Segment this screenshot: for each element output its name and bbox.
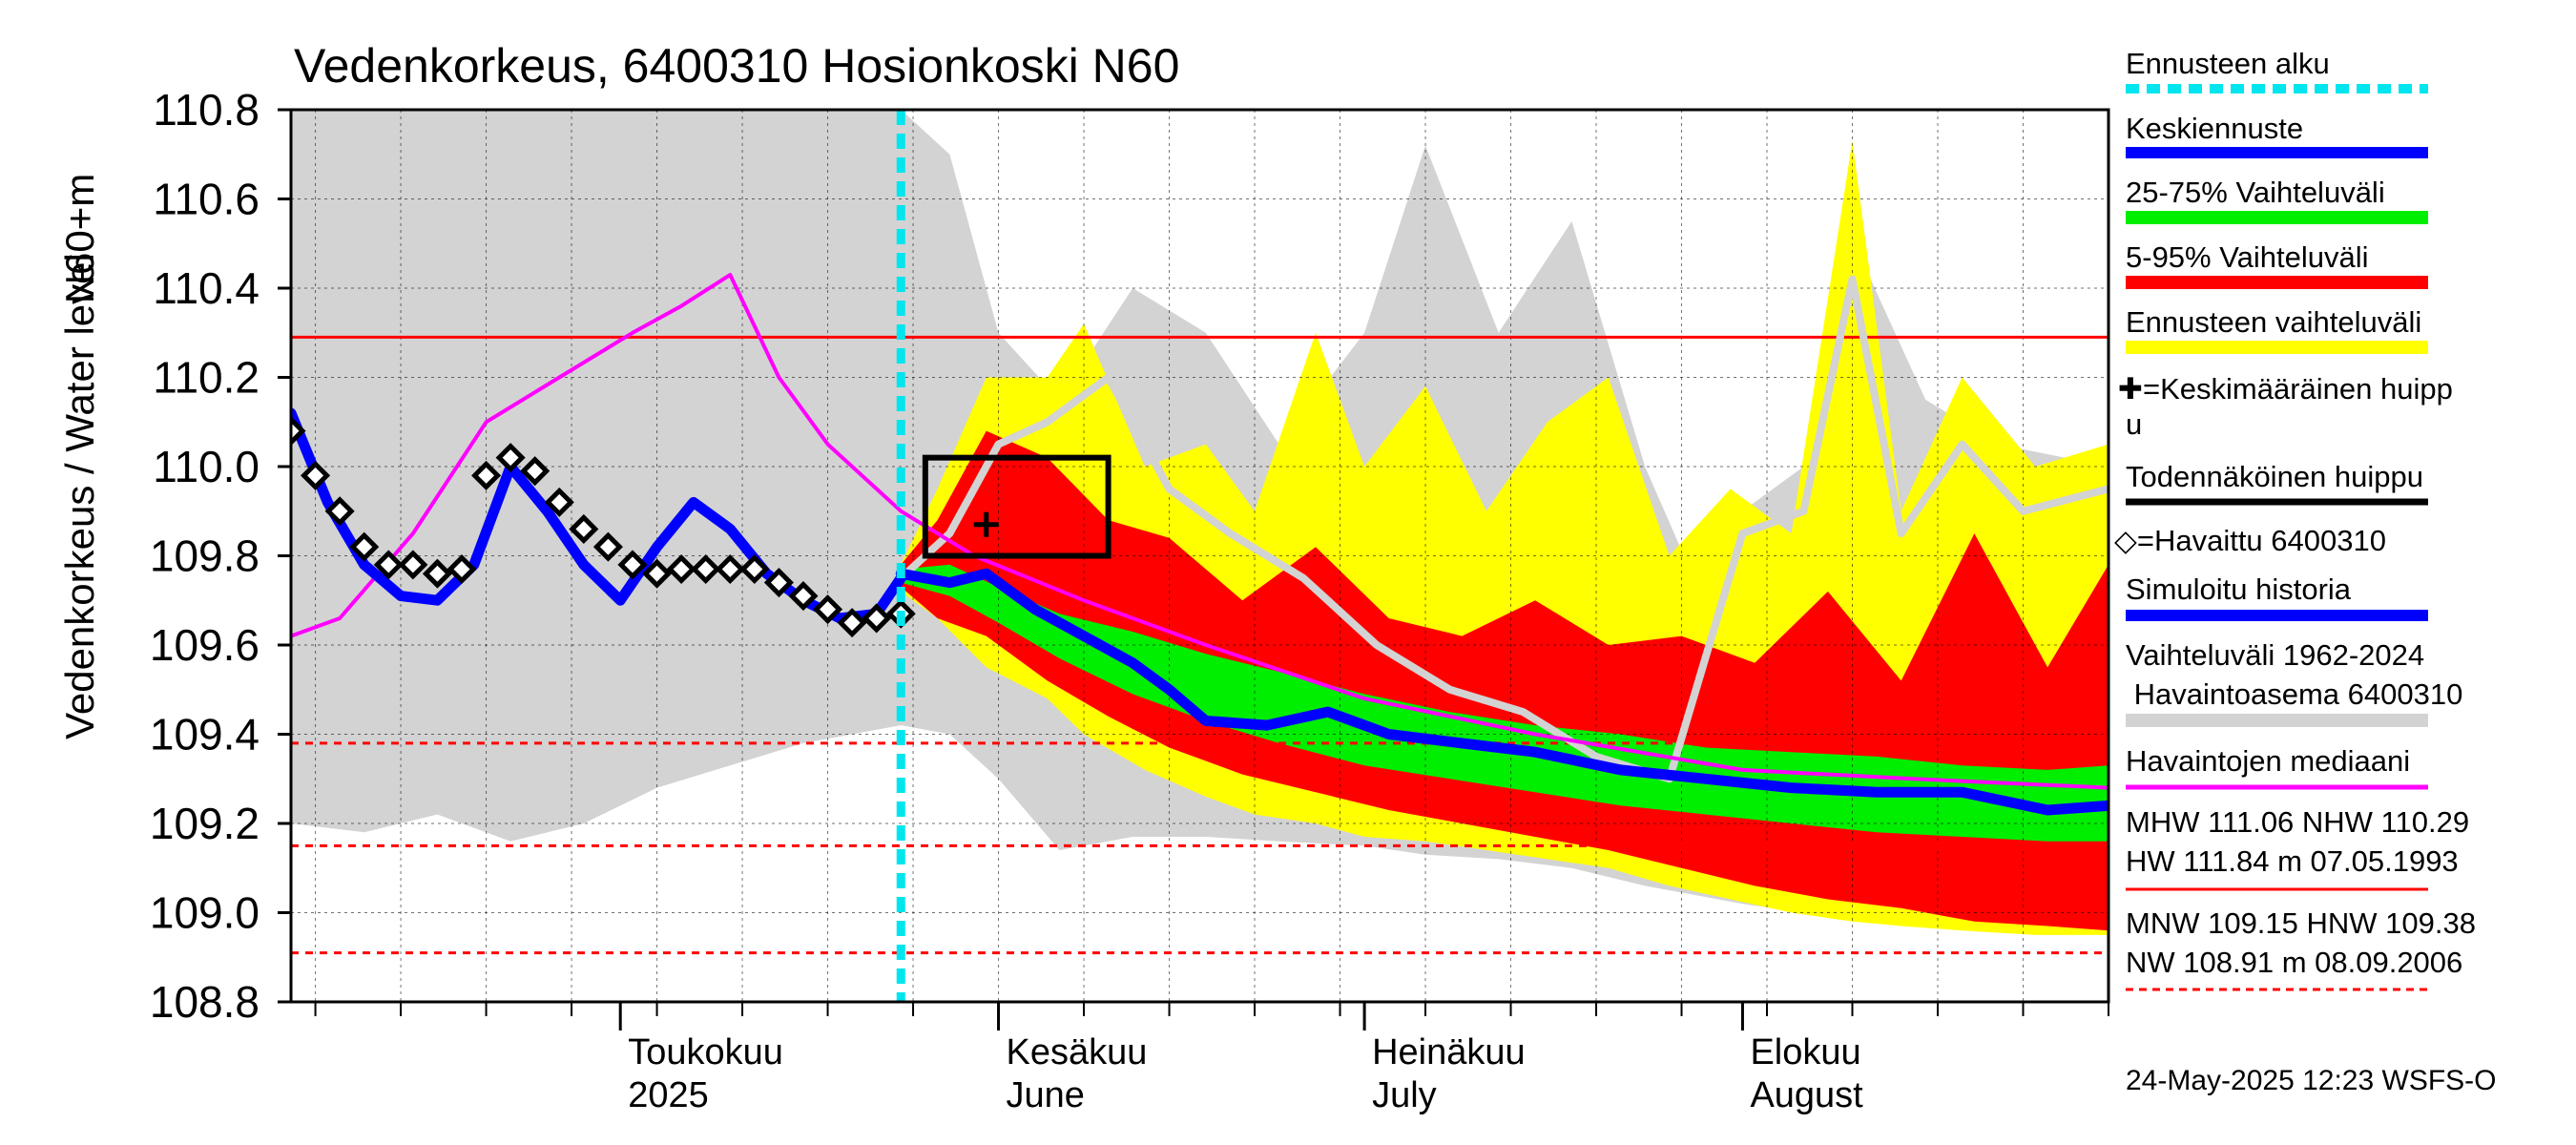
x-month-label: Kesäkuu — [1007, 1032, 1148, 1072]
observed-point — [324, 496, 355, 527]
x-month-label: Heinäkuu — [1372, 1032, 1526, 1072]
y-tick-label: 109.6 — [150, 620, 260, 670]
observed-point — [788, 581, 819, 612]
legend-stats-high: MHW 111.06 NHW 110.29 — [2126, 805, 2469, 839]
y-tick-label: 109.4 — [150, 710, 260, 760]
y-axis-label: Vedenkorkeus / Water level — [57, 253, 102, 739]
legend-stats-hw: HW 111.84 m 07.05.1993 — [2126, 844, 2459, 878]
y-tick-label: 110.2 — [153, 353, 260, 403]
legend-median: Havaintojen mediaani — [2126, 744, 2410, 778]
observed-point — [373, 550, 404, 580]
y-tick-label: 109.8 — [150, 531, 260, 581]
observed-point — [447, 553, 477, 585]
legend-band-5-95: 5-95% Vaihteluväli — [2126, 240, 2368, 274]
legend-mean-peak-wrap: u — [2126, 407, 2142, 441]
series-line-havaintojen-mediaani — [291, 273, 2109, 790]
legend-mean-peak: ✚=Keskimääräinen huipp — [2118, 372, 2453, 406]
x-month-label-sub: August — [1750, 1075, 1863, 1115]
y-tick-label: 109.0 — [150, 888, 260, 938]
observed-point — [813, 594, 843, 625]
chart-title: Vedenkorkeus, 6400310 Hosionkoski N60 — [294, 39, 1179, 93]
probable-peak-box — [922, 454, 1111, 559]
observed-point — [349, 531, 380, 562]
legend-variation: Vaihteluväli 1962-2024 — [2126, 638, 2424, 672]
legend-observed: ◇=Havaittu 6400310 — [2114, 524, 2386, 557]
observed-point — [398, 550, 428, 580]
x-month-label-sub: 2025 — [628, 1075, 709, 1115]
y-axis-unit: N60+m — [57, 174, 102, 304]
observed-point — [520, 456, 551, 487]
timestamp: 24-May-2025 12:23 WSFS-O — [2126, 1065, 2497, 1096]
observed-point — [837, 608, 867, 638]
x-month-label-sub: July — [1372, 1075, 1437, 1115]
x-month-label: Elokuu — [1750, 1032, 1860, 1072]
legend-stats-nw: NW 108.91 m 08.09.2006 — [2126, 946, 2462, 979]
observed-point — [666, 553, 696, 585]
legend: Ennusteen alku Keskiennuste 25-75% Vaiht… — [2114, 47, 2497, 1096]
x-month-label: Toukokuu — [628, 1032, 783, 1072]
observed-point — [291, 416, 306, 447]
legend-probable-peak: Todennäköinen huippu — [2126, 460, 2423, 493]
observed-point — [763, 568, 794, 598]
x-month-label-sub: June — [1007, 1075, 1085, 1115]
legend-variation-station: Havaintoasema 6400310 — [2126, 677, 2462, 711]
y-tick-label: 110.4 — [153, 263, 260, 313]
observed-point — [301, 460, 331, 490]
observed-point — [691, 553, 721, 585]
y-tick-label: 109.2 — [150, 799, 260, 848]
observed-point — [739, 553, 770, 585]
series-line-keskiennuste — [895, 568, 2109, 816]
observed-point — [862, 603, 892, 634]
legend-mean-forecast: Keskiennuste — [2126, 112, 2303, 145]
observed-point — [617, 550, 648, 580]
observed-point — [471, 460, 502, 490]
plot-area — [289, 108, 2110, 1004]
y-tick-label: 108.8 — [150, 977, 260, 1027]
y-tick-label: 110.0 — [153, 442, 260, 491]
mean-peak-marker — [973, 511, 999, 537]
y-tick-label: 110.8 — [153, 85, 260, 135]
y-axis: 110.8 110.6 110.4 110.2 110.0 109.8 109.6 109.4… — [150, 85, 291, 1027]
observed-point — [715, 553, 745, 585]
observed-point — [592, 531, 623, 562]
legend-forecast-range: Ennusteen vaihteluväli — [2126, 305, 2421, 339]
series-line-vaihteluv-li-1962-2024-havaintoasema-6400310 — [897, 275, 2109, 783]
observed-point — [569, 513, 599, 544]
legend-forecast-start: Ennusteen alku — [2126, 47, 2330, 80]
observed-point — [544, 487, 574, 517]
legend-stats-low: MNW 109.15 HNW 109.38 — [2126, 906, 2476, 940]
observed-point — [642, 558, 673, 589]
y-tick-label: 110.6 — [153, 175, 260, 224]
legend-band-25-75: 25-75% Vaihteluväli — [2126, 176, 2385, 209]
legend-simulated: Simuloitu historia — [2126, 572, 2352, 606]
observed-point — [495, 443, 526, 473]
bands-layer — [291, 110, 2109, 935]
observed-point — [422, 558, 452, 589]
lines-layer — [291, 110, 2109, 1002]
